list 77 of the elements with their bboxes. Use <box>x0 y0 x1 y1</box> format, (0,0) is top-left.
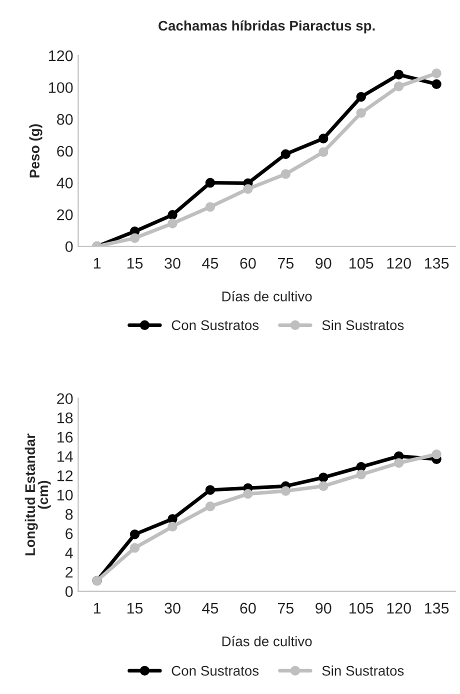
point <box>318 481 328 491</box>
point <box>130 530 140 540</box>
x-tick-label: 75 <box>278 602 294 614</box>
point <box>168 514 178 524</box>
x-tick-label: 120 <box>387 258 411 269</box>
point <box>356 92 366 102</box>
legend-label: Con Sustratos <box>172 320 259 330</box>
point <box>205 178 216 188</box>
y-tick-label: 120 <box>49 50 73 62</box>
y-tick-label: 20 <box>57 393 73 404</box>
point <box>432 449 442 460</box>
x-tick-label: 1 <box>94 602 101 614</box>
x-tick-label: 105 <box>350 258 374 269</box>
y-tick-label: 4 <box>65 548 73 558</box>
y-tick-label: 2 <box>66 566 73 578</box>
x-tick-label: 75 <box>278 258 294 269</box>
y-tick-label: 80 <box>57 114 73 125</box>
point <box>243 184 253 194</box>
y-tick-label: 0 <box>65 241 73 252</box>
y-tick-label: 8 <box>66 508 73 520</box>
point <box>394 458 404 468</box>
chart-title: Cachamas híbridas Piaractus sp. <box>158 20 375 34</box>
point <box>280 169 291 179</box>
point <box>394 82 404 92</box>
x-tick-label: 90 <box>316 602 332 614</box>
y-tick-label: 16 <box>58 432 73 443</box>
x-tick-label: 105 <box>350 602 374 614</box>
y-tick-label: 20 <box>57 209 73 220</box>
point <box>318 147 328 157</box>
y-tick-label: 60 <box>57 146 73 157</box>
point <box>318 134 328 144</box>
point <box>168 210 178 220</box>
point <box>168 218 178 228</box>
legend-label: Con Sustratos <box>172 666 259 676</box>
x-tick-label: 90 <box>316 258 332 269</box>
x-tick-label: 45 <box>202 258 218 269</box>
x-tick-label: 120 <box>387 602 411 614</box>
legend-label: Sin Sustratos <box>322 666 404 676</box>
point <box>432 79 442 90</box>
point <box>168 522 178 532</box>
y-tick-label: 40 <box>56 178 73 188</box>
point <box>432 68 442 78</box>
x-tick-label: 60 <box>240 602 256 614</box>
point <box>130 543 140 553</box>
y-tick-label: 18 <box>58 412 73 424</box>
x-axis-title: Días de cultivo <box>222 636 312 646</box>
x-axis-title: Días de cultivo <box>222 291 312 302</box>
point <box>205 485 216 495</box>
x-tick-label: 135 <box>424 258 449 269</box>
point <box>394 70 404 80</box>
y-tick-label: 100 <box>49 82 73 94</box>
x-tick-label: 30 <box>164 258 180 269</box>
point <box>205 502 216 512</box>
y-axis-title: Longitud Estandar (cm) <box>24 434 51 556</box>
x-tick-label: 45 <box>202 602 218 614</box>
y-tick-label: 0 <box>65 586 73 597</box>
x-tick-label: 1 <box>94 258 101 269</box>
x-tick-label: 15 <box>127 258 143 269</box>
y-axis-title: Peso (g) <box>29 124 42 178</box>
y-tick-label: 10 <box>58 490 73 501</box>
point <box>130 233 140 243</box>
y-tick-label: 14 <box>58 451 73 462</box>
x-tick-label: 135 <box>424 602 449 614</box>
point <box>318 472 328 482</box>
x-tick-label: 60 <box>240 258 256 269</box>
x-tick-label: 15 <box>127 602 143 614</box>
x-tick-label: 30 <box>164 602 180 614</box>
point <box>243 488 253 499</box>
point <box>356 470 366 480</box>
y-tick-label: 6 <box>66 528 73 540</box>
point <box>280 486 291 496</box>
y-tick-label: 12 <box>58 470 73 482</box>
legend-label: Sin Sustratos <box>322 320 404 330</box>
point <box>356 108 366 118</box>
point <box>280 149 291 159</box>
point <box>205 202 216 212</box>
point <box>356 462 366 472</box>
